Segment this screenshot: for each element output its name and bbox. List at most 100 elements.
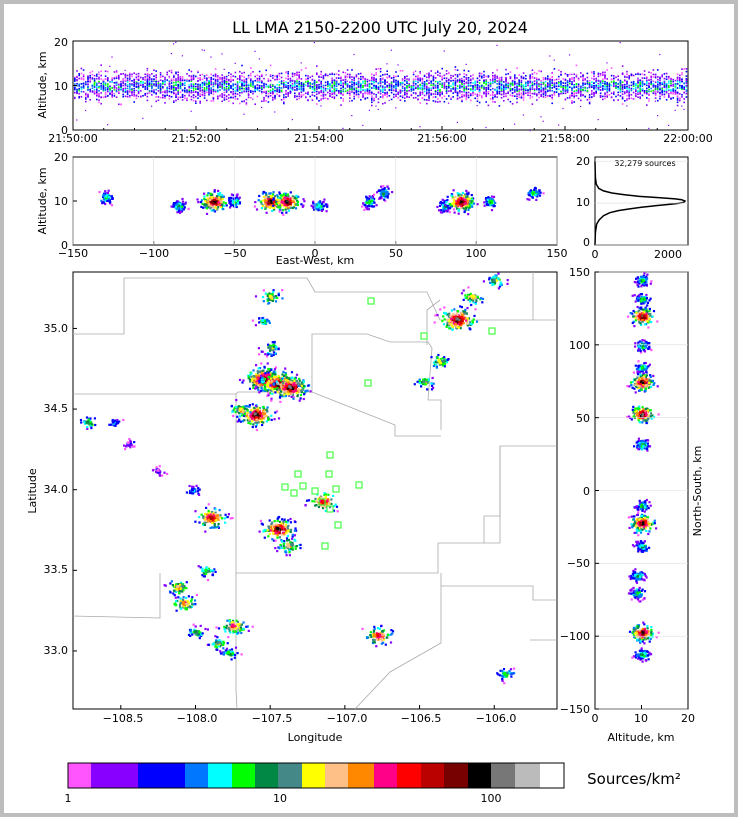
- source-point: [577, 88, 580, 90]
- source-point: [382, 94, 384, 96]
- source-point: [168, 85, 171, 88]
- source-point: [461, 95, 463, 98]
- source-point: [153, 83, 155, 85]
- eastwest-altitude-panel: Altitude, km East-West, km 0 10 20 −150 …: [36, 151, 568, 267]
- source-point: [98, 95, 100, 98]
- source-point: [208, 92, 210, 94]
- source-point: [481, 72, 483, 75]
- source-point: [137, 92, 140, 95]
- source-point: [184, 90, 186, 93]
- source-point: [566, 89, 569, 91]
- source-point: [239, 102, 241, 105]
- source-point: [518, 92, 520, 95]
- source-point: [599, 95, 602, 97]
- source-point: [492, 100, 494, 103]
- source-point: [417, 98, 419, 101]
- source-point: [287, 84, 289, 87]
- source-point: [569, 78, 571, 81]
- source-point: [606, 83, 608, 85]
- source-point: [652, 83, 655, 85]
- source-point: [324, 97, 327, 99]
- source-point: [225, 98, 228, 101]
- source-point: [327, 91, 329, 94]
- source-point: [124, 91, 127, 93]
- source-point: [91, 70, 94, 73]
- source-point: [463, 73, 465, 75]
- source-point: [470, 75, 472, 77]
- source-point: [80, 72, 83, 75]
- time-altitude-xtick: 22:00:00: [663, 132, 712, 145]
- source-point: [382, 88, 384, 90]
- source-point: [221, 86, 223, 88]
- source-point: [285, 71, 287, 73]
- source-point: [371, 83, 373, 85]
- eastwest-xtick: 150: [547, 247, 568, 260]
- source-point: [210, 87, 212, 89]
- source-point: [272, 89, 274, 91]
- source-point: [342, 90, 344, 93]
- ew-source-cell: [210, 196, 213, 199]
- source-point: [177, 89, 179, 92]
- source-point: [417, 86, 419, 88]
- source-point: [577, 79, 580, 81]
- source-point: [206, 99, 208, 102]
- source-point: [496, 77, 498, 79]
- source-point: [291, 86, 294, 88]
- source-point: [274, 78, 276, 81]
- source-point: [404, 83, 406, 86]
- source-point: [74, 96, 76, 99]
- source-point: [637, 82, 639, 84]
- source-point: [188, 75, 190, 77]
- source-point: [135, 82, 138, 85]
- source-point: [674, 109, 676, 111]
- source-point: [188, 80, 190, 82]
- source-point: [159, 72, 162, 74]
- ew-source-cell: [274, 201, 277, 204]
- source-point: [516, 95, 518, 98]
- source-point: [674, 88, 677, 90]
- source-point: [529, 76, 531, 78]
- source-point: [683, 82, 685, 84]
- source-point: [280, 76, 283, 79]
- source-point: [78, 77, 80, 80]
- source-point: [562, 88, 564, 91]
- source-point: [131, 91, 133, 93]
- source-point: [276, 76, 278, 78]
- source-point: [395, 79, 397, 82]
- source-point: [432, 96, 435, 98]
- source-point: [582, 84, 584, 86]
- source-point: [580, 75, 582, 78]
- source-point: [617, 88, 619, 90]
- source-point: [129, 85, 131, 88]
- source-point: [192, 74, 195, 77]
- source-point: [368, 84, 371, 87]
- source-point: [190, 110, 192, 112]
- source-point: [626, 91, 628, 93]
- source-point: [170, 78, 173, 80]
- source-point: [120, 85, 122, 88]
- source-point: [146, 85, 149, 88]
- source-point: [173, 75, 175, 78]
- source-point: [668, 93, 670, 95]
- source-point: [672, 80, 674, 83]
- source-point: [190, 84, 193, 87]
- source-point: [670, 80, 672, 83]
- source-point: [514, 82, 516, 84]
- source-point: [525, 92, 527, 94]
- source-point: [478, 90, 481, 92]
- source-point: [338, 74, 340, 76]
- source-point: [104, 75, 107, 77]
- source-point: [452, 86, 454, 89]
- source-point: [544, 78, 547, 80]
- ew-source-cell: [235, 203, 238, 206]
- source-point: [360, 99, 362, 101]
- source-point: [254, 87, 256, 90]
- source-point: [85, 81, 87, 83]
- source-point: [483, 80, 485, 83]
- source-point: [525, 82, 527, 84]
- source-point: [593, 74, 595, 77]
- source-point: [518, 74, 520, 76]
- source-point: [575, 83, 578, 85]
- source-point: [580, 95, 582, 97]
- source-point: [159, 91, 162, 93]
